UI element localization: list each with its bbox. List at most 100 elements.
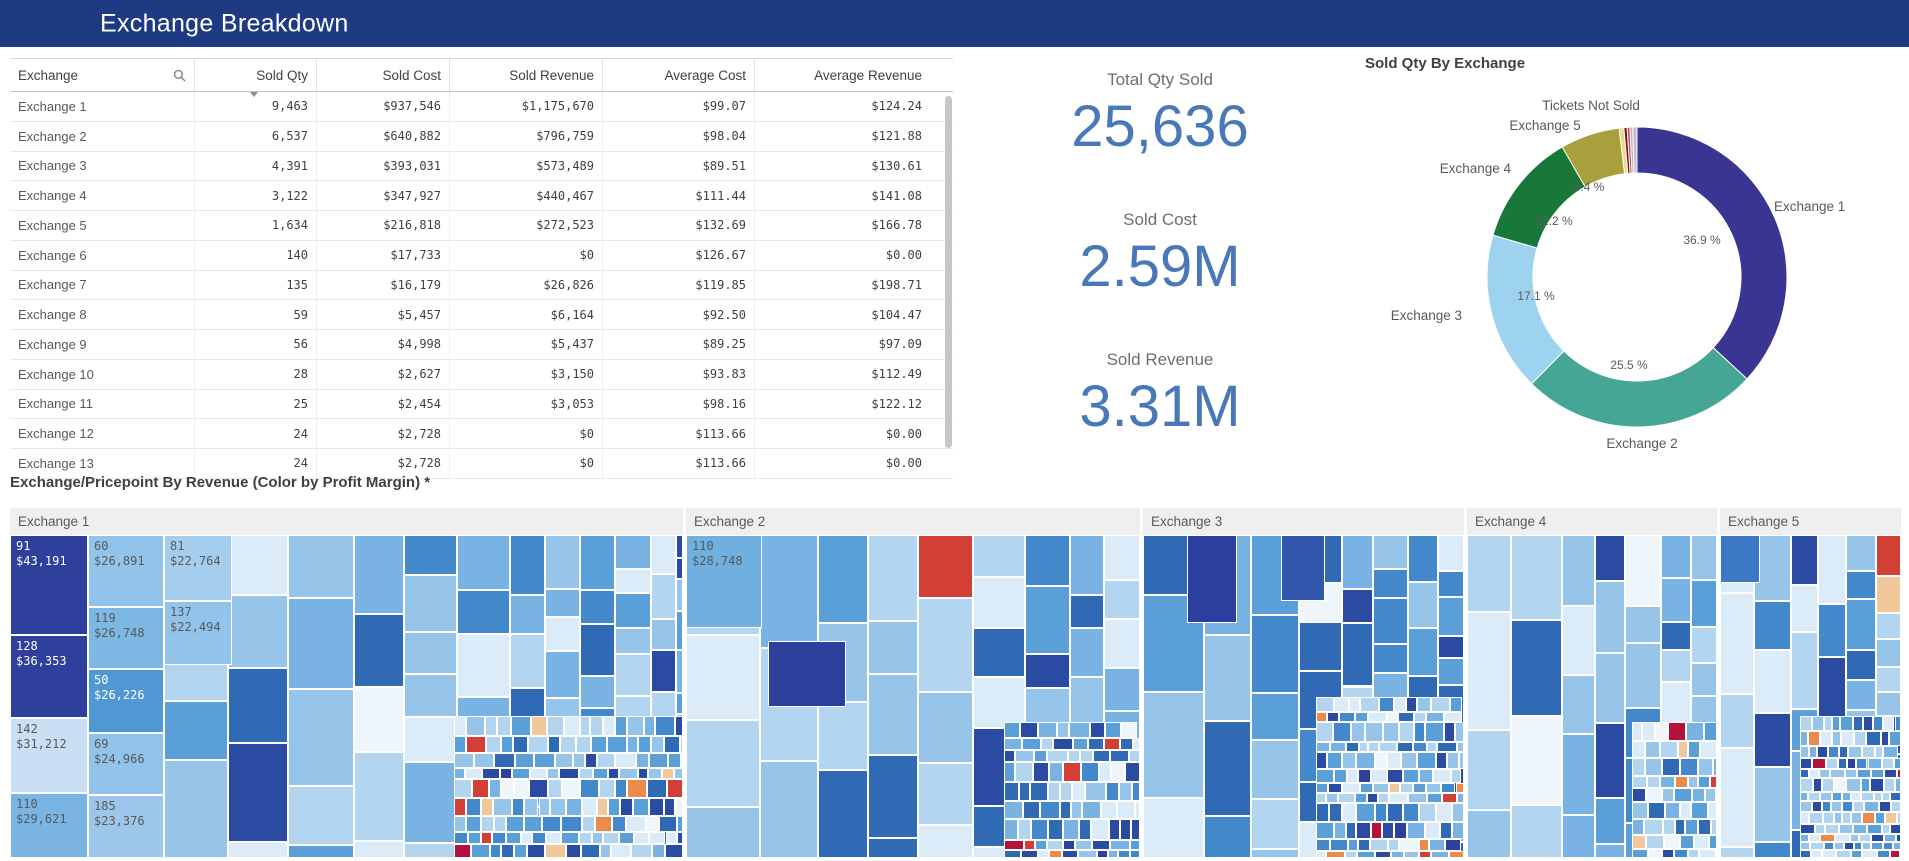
treemap-cell[interactable] — [1753, 766, 1792, 843]
treemap-cell[interactable] — [759, 761, 818, 858]
treemap-cell[interactable] — [675, 578, 683, 611]
treemap-cell[interactable] — [599, 779, 616, 798]
treemap-cell[interactable] — [1624, 643, 1661, 709]
treemap-cell[interactable] — [1835, 834, 1850, 843]
treemap-cell[interactable] — [1084, 781, 1106, 801]
treemap-cell[interactable] — [1109, 749, 1130, 763]
treemap-cell[interactable] — [1800, 823, 1815, 835]
treemap-cell[interactable] — [1891, 801, 1901, 812]
cell-value[interactable]: 28 — [195, 359, 317, 389]
table-row[interactable]: Exchange 9 56 $4,998 $5,437 $89.25 $97.09 — [10, 330, 953, 360]
table-row[interactable]: Exchange 4 3,122 $347,927 $440,467 $111.44 $1… — [10, 181, 953, 211]
treemap-cell[interactable] — [1118, 850, 1131, 858]
treemap-cell[interactable] — [1893, 842, 1901, 851]
treemap-cell[interactable] — [404, 762, 457, 843]
table-row[interactable]: Exchange 1 9,463 $937,546 $1,175,670 $99.07 $… — [10, 92, 953, 122]
treemap-cell[interactable] — [1444, 722, 1455, 742]
treemap-cell[interactable] — [615, 535, 651, 569]
treemap-cell[interactable] — [1023, 839, 1035, 851]
treemap-cell[interactable] — [509, 633, 545, 688]
treemap-cell[interactable] — [1041, 737, 1053, 750]
cell-value[interactable]: $1,175,670 — [450, 92, 603, 121]
cell-value[interactable]: $119.85 — [603, 270, 755, 300]
treemap-cell[interactable] — [1814, 823, 1825, 835]
treemap-cell[interactable] — [1048, 762, 1063, 782]
treemap-cell[interactable] — [1424, 821, 1441, 840]
treemap-cell[interactable] — [1347, 839, 1359, 852]
treemap-cell[interactable] — [663, 736, 680, 754]
cell-exchange[interactable]: Exchange 8 — [10, 300, 195, 329]
treemap-cell[interactable] — [1809, 812, 1823, 824]
treemap-cell[interactable] — [521, 831, 533, 844]
cell-value[interactable]: $97.09 — [878, 337, 922, 352]
treemap-section-header[interactable]: Exchange 5 — [1720, 508, 1901, 535]
cell-exchange[interactable]: Exchange 5 — [10, 211, 195, 240]
treemap-cell[interactable] — [546, 768, 559, 780]
treemap-cell[interactable] — [1316, 839, 1331, 852]
treemap-cell[interactable] — [565, 797, 582, 816]
treemap-cell[interactable] — [512, 768, 530, 780]
cell-exchange[interactable]: Exchange 2 — [10, 121, 195, 151]
treemap-cell[interactable] — [542, 815, 562, 832]
treemap-cell[interactable] — [1844, 769, 1857, 778]
treemap-cell[interactable] — [1818, 603, 1846, 657]
treemap-cell[interactable] — [1452, 821, 1464, 840]
treemap-cell[interactable] — [1203, 635, 1252, 722]
treemap-cell[interactable] — [1130, 850, 1140, 858]
treemap-cell[interactable] — [1369, 839, 1388, 852]
treemap-cell[interactable] — [511, 797, 525, 816]
treemap-cell[interactable] — [1876, 639, 1901, 668]
treemap-cell[interactable] — [650, 535, 676, 575]
cell-value[interactable]: 1,634 — [195, 211, 317, 240]
treemap-cell[interactable] — [1834, 842, 1845, 851]
treemap-cell[interactable] — [1104, 619, 1140, 669]
treemap-cell[interactable] — [1426, 792, 1443, 804]
treemap-cell[interactable] — [1414, 722, 1426, 742]
cell-value[interactable]: 3,122 — [195, 181, 317, 210]
cell-exchange[interactable]: Exchange 10 — [10, 359, 195, 389]
treemap-cell[interactable] — [1876, 692, 1901, 717]
treemap-cell[interactable] — [1355, 803, 1375, 822]
treemap-cell[interactable] — [651, 843, 666, 858]
treemap-cell[interactable] — [1060, 781, 1073, 801]
treemap-cell[interactable] — [1864, 801, 1879, 812]
treemap-cell[interactable] — [1355, 751, 1375, 769]
treemap-cell[interactable] — [1029, 781, 1048, 801]
treemap-cell[interactable] — [1870, 769, 1884, 778]
treemap-cell[interactable] — [1399, 839, 1419, 852]
treemap-cell[interactable] — [404, 842, 457, 858]
treemap-cell[interactable] — [1073, 737, 1089, 750]
treemap-cell[interactable] — [679, 736, 683, 754]
table-row[interactable]: Exchange 6 140 $17,733 $0 $126.67 $0.00 — [10, 240, 953, 271]
treemap-cell[interactable] — [1061, 850, 1078, 858]
treemap-cell[interactable] — [665, 843, 683, 858]
treemap-cell[interactable] — [1720, 747, 1754, 847]
cell-exchange[interactable]: Exchange 11 — [10, 389, 195, 419]
table-row[interactable]: Exchange 7 135 $16,179 $26,826 $119.85 $198.7… — [10, 270, 953, 301]
treemap-cell[interactable] — [867, 535, 919, 621]
treemap-cell[interactable] — [573, 753, 586, 769]
treemap-cell[interactable] — [1326, 712, 1339, 723]
treemap-cell[interactable] — [759, 535, 818, 648]
treemap-cell[interactable] — [1753, 600, 1792, 650]
treemap-cell-labeled[interactable]: 137 $22,494 — [164, 601, 232, 665]
treemap-cell[interactable] — [1690, 580, 1717, 627]
treemap-cell[interactable] — [1883, 842, 1894, 851]
treemap-cell[interactable] — [918, 824, 974, 858]
treemap-cell[interactable] — [227, 595, 288, 669]
treemap-cell[interactable] — [1753, 649, 1792, 714]
treemap-cell[interactable] — [1397, 741, 1414, 752]
treemap-cell[interactable] — [1824, 823, 1839, 835]
treemap-cell[interactable] — [1698, 849, 1716, 858]
treemap-cell[interactable] — [1004, 839, 1024, 851]
treemap-cell[interactable] — [615, 627, 651, 654]
treemap-cell[interactable] — [1646, 835, 1664, 850]
treemap-cell[interactable] — [637, 736, 652, 754]
cell-value[interactable]: $0 — [450, 419, 603, 448]
treemap-cell[interactable] — [1070, 676, 1105, 728]
treemap-cell[interactable] — [1820, 791, 1833, 802]
treemap-cell[interactable] — [1132, 781, 1140, 801]
treemap-cell[interactable] — [1673, 787, 1692, 802]
treemap-cell[interactable] — [1862, 746, 1875, 758]
treemap-cell[interactable] — [1698, 775, 1711, 788]
